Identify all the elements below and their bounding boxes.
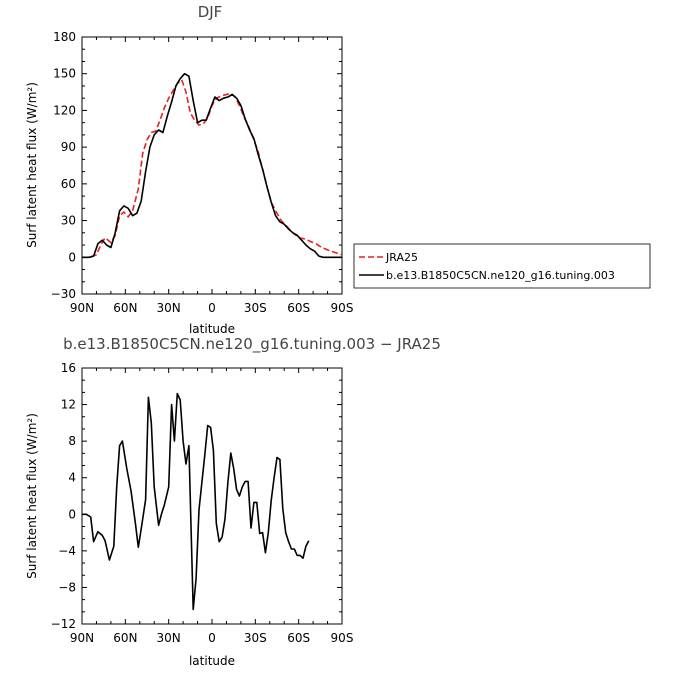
y-tick-label: −12 bbox=[51, 617, 76, 631]
bottom-x-axis-label: latitude bbox=[189, 654, 235, 668]
y-tick-label: 16 bbox=[61, 361, 76, 375]
y-tick-label: 0 bbox=[68, 507, 76, 521]
top-x-axis-label: latitude bbox=[189, 322, 235, 336]
legend: JRA25 b.e13.B1850C5CN.ne120_g16.tuning.0… bbox=[353, 243, 651, 289]
bottom-y-axis-label: Surf latent heat flux (W/m²) bbox=[25, 413, 39, 579]
y-tick-label: 150 bbox=[53, 67, 76, 81]
x-tick-label: 30S bbox=[244, 631, 267, 645]
y-tick-label: −30 bbox=[51, 287, 76, 301]
y-tick-label: 12 bbox=[61, 398, 76, 412]
y-tick-label: 60 bbox=[61, 177, 76, 191]
x-tick-label: 90N bbox=[70, 301, 94, 315]
legend-entry-1-label: JRA25 bbox=[385, 251, 418, 264]
bottom-chart-title: b.e13.B1850C5CN.ne120_g16.tuning.003 − J… bbox=[63, 335, 441, 354]
top-panel: DJF 90N 60N 30N 0 30S 60S 90S −30 0 30 60 90 120 150 1… bbox=[25, 3, 651, 336]
top-axis-ticks: 90N 60N 30N 0 30S 60S 90S −30 0 30 60 90 120 150 180 bbox=[51, 30, 354, 315]
bottom-axis-ticks: 90N 60N 30N 0 30S 60S 90S −12 −8 −4 0 4 8 12 16 bbox=[51, 361, 354, 645]
x-tick-label: 90S bbox=[331, 301, 354, 315]
y-tick-label: 4 bbox=[68, 471, 76, 485]
y-tick-label: −8 bbox=[58, 580, 76, 594]
bottom-plot-series bbox=[82, 392, 310, 611]
y-tick-label: 0 bbox=[68, 250, 76, 264]
x-tick-label: 0 bbox=[208, 301, 216, 315]
legend-box bbox=[353, 243, 651, 289]
y-tick-label: 8 bbox=[68, 434, 76, 448]
x-tick-label: 90S bbox=[331, 631, 354, 645]
bottom-series-1-line bbox=[82, 392, 310, 611]
x-tick-label: 30N bbox=[157, 301, 181, 315]
y-tick-label: 90 bbox=[61, 140, 76, 154]
top-y-axis-label: Surf latent heat flux (W/m²) bbox=[25, 82, 39, 248]
top-chart-title: DJF bbox=[198, 3, 223, 21]
y-tick-label: 180 bbox=[53, 30, 76, 44]
x-tick-label: 60N bbox=[113, 301, 137, 315]
legend-entry-2-label: b.e13.B1850C5CN.ne120_g16.tuning.003 bbox=[386, 269, 615, 282]
x-tick-label: 60S bbox=[287, 631, 310, 645]
y-tick-label: −4 bbox=[58, 544, 76, 558]
top-series-2-line bbox=[82, 72, 342, 259]
bottom-plot-frame bbox=[81, 367, 343, 625]
x-tick-label: 90N bbox=[70, 631, 94, 645]
x-tick-label: 60N bbox=[113, 631, 137, 645]
y-tick-label: 30 bbox=[61, 214, 76, 228]
top-plot-frame bbox=[81, 36, 343, 295]
y-tick-label: 120 bbox=[53, 103, 76, 117]
x-tick-label: 0 bbox=[208, 631, 216, 645]
x-tick-label: 30N bbox=[157, 631, 181, 645]
x-tick-label: 60S bbox=[287, 301, 310, 315]
top-plot-series bbox=[82, 72, 343, 259]
x-tick-label: 30S bbox=[244, 301, 267, 315]
bottom-panel: b.e13.B1850C5CN.ne120_g16.tuning.003 − J… bbox=[25, 335, 441, 668]
